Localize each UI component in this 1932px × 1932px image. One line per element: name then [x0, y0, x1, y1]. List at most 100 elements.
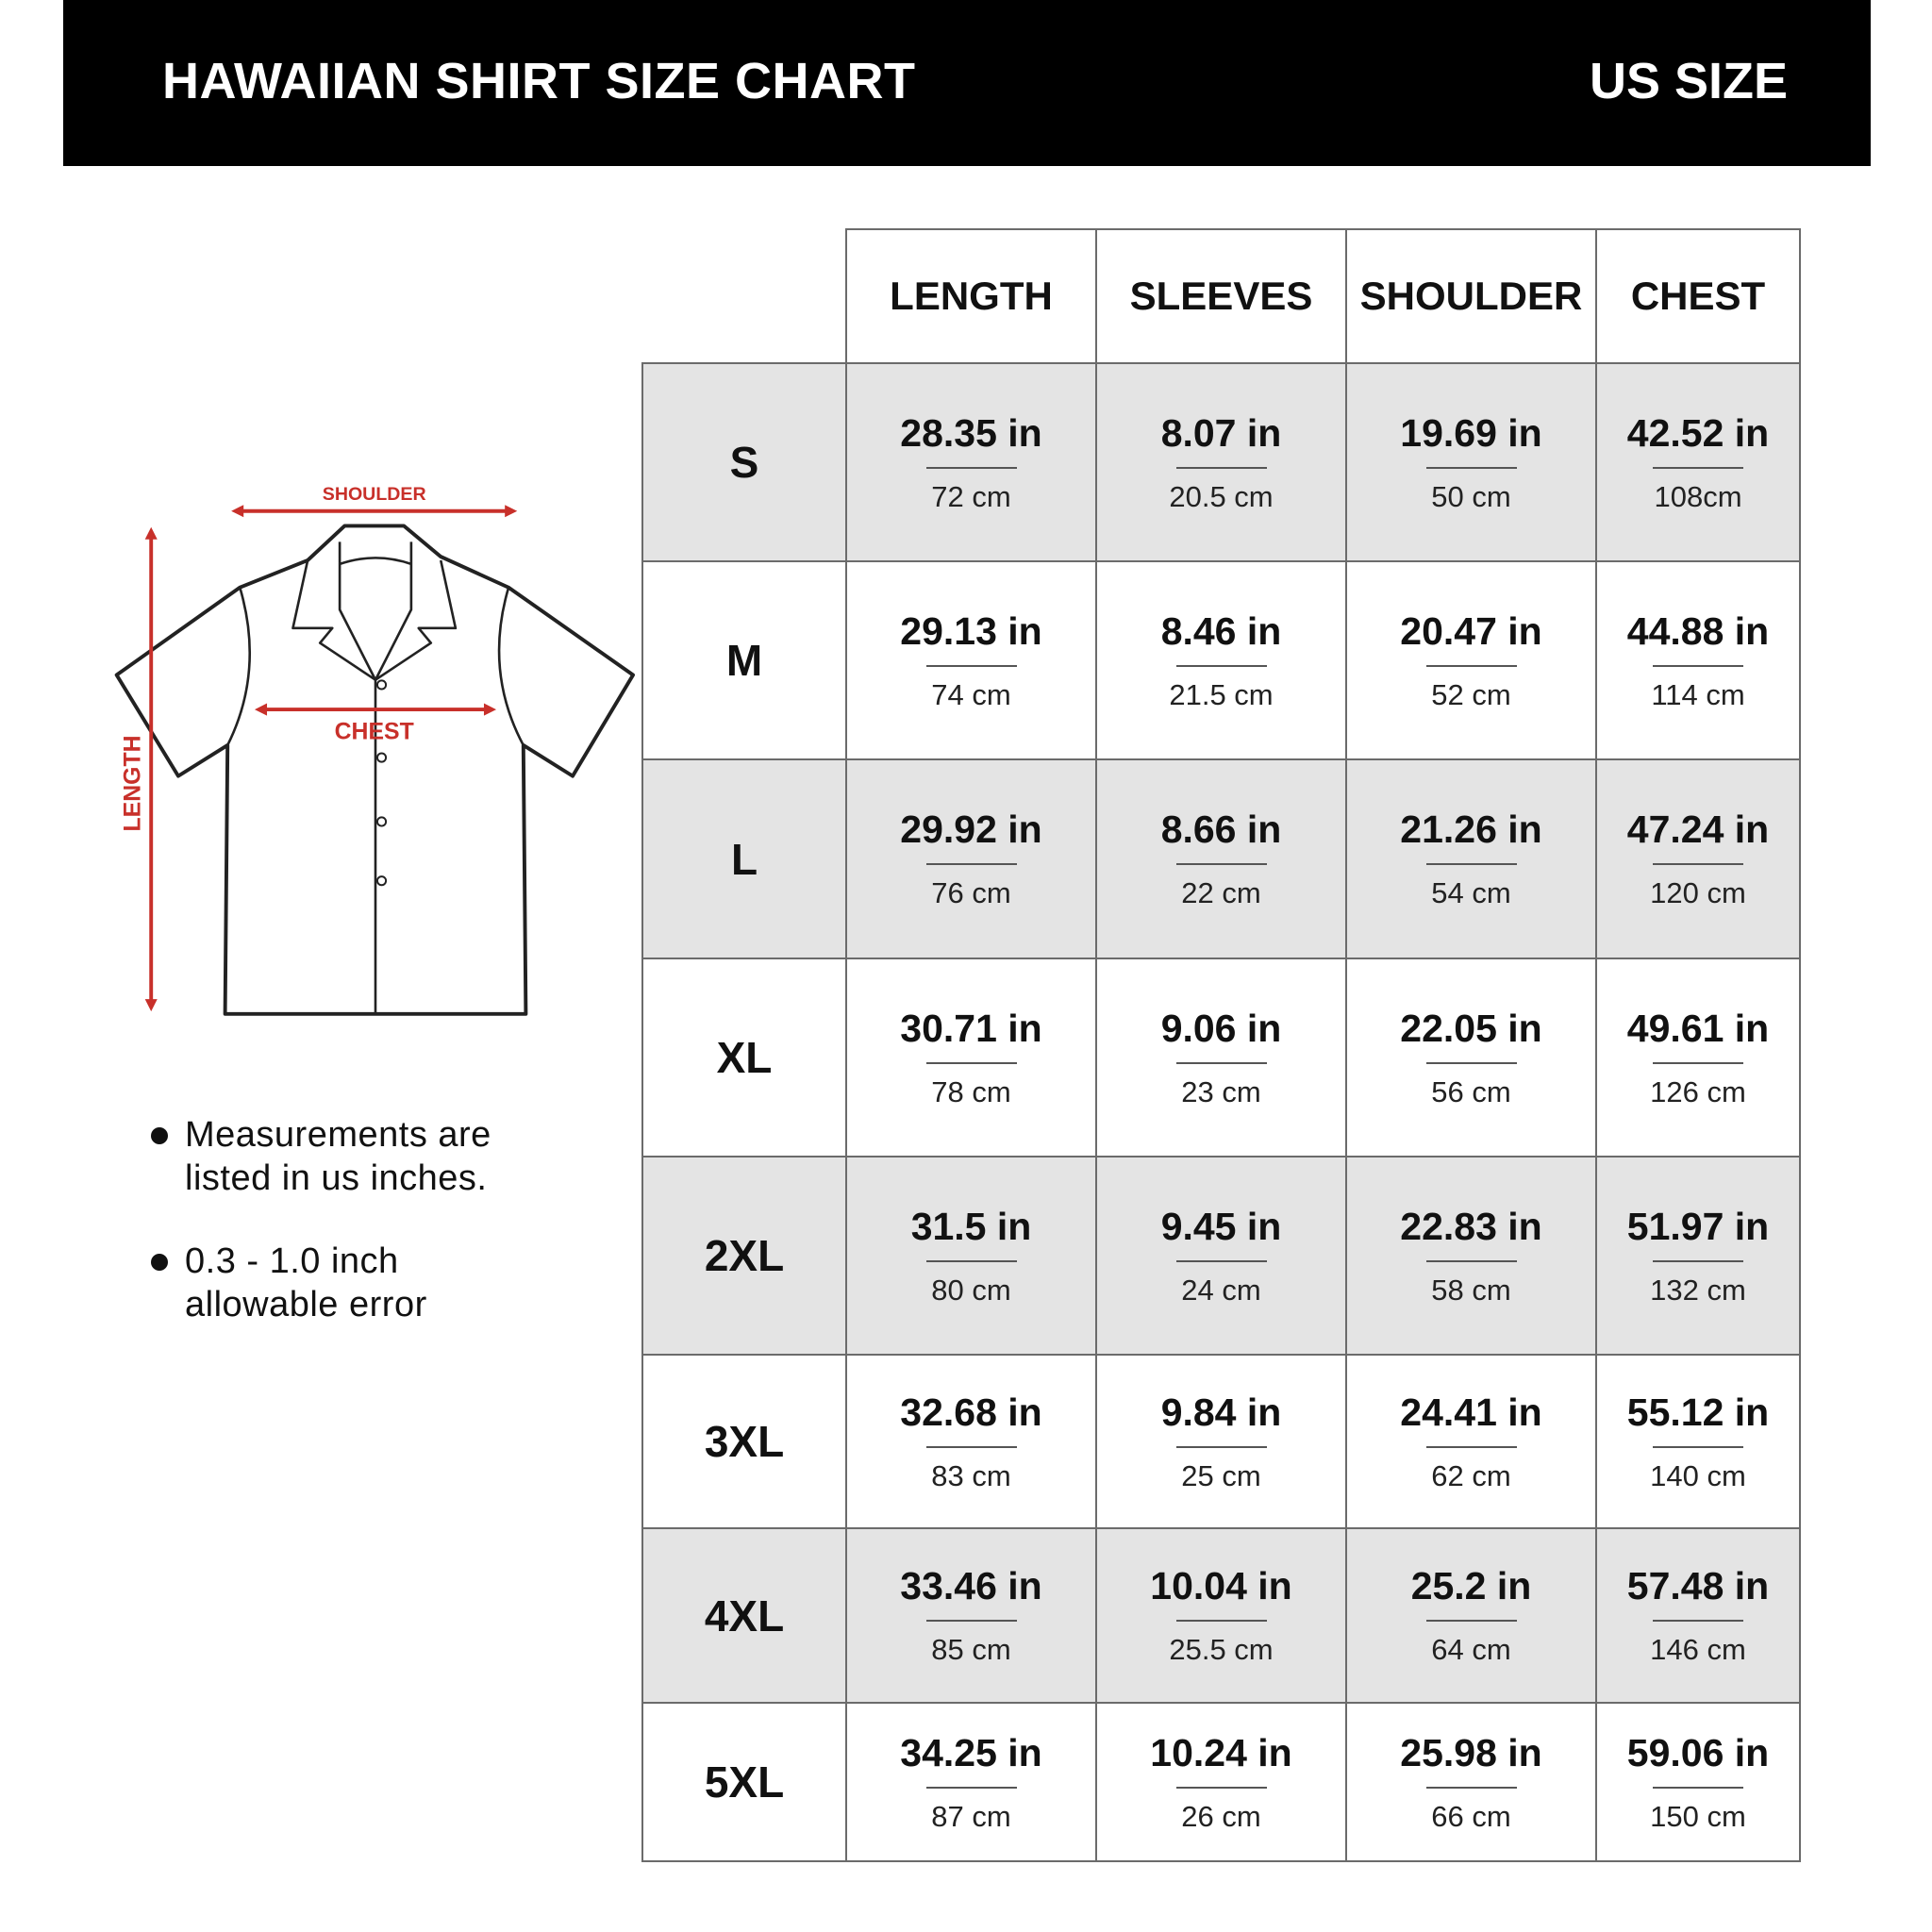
cm-value: 87 cm: [931, 1799, 1011, 1833]
cm-value: 83 cm: [931, 1458, 1011, 1492]
divider: [1425, 1445, 1517, 1448]
inch-value: 59.06 in: [1626, 1730, 1770, 1774]
table-row: 3XL 32.68 in 83 cm 9.84 in 25 cm 24.41 i…: [641, 1354, 1801, 1529]
divider: [925, 1061, 1017, 1064]
inch-value: 8.66 in: [1160, 808, 1282, 851]
cm-value: 58 cm: [1431, 1273, 1511, 1307]
measurement-cell: 22.05 in 56 cm: [1345, 958, 1597, 1158]
column-header-length: LENGTH: [845, 228, 1097, 364]
measurement-cell: 29.13 in 74 cm: [845, 560, 1097, 760]
divider: [1175, 1620, 1267, 1622]
inch-value: 25.98 in: [1400, 1730, 1542, 1774]
table-row: 5XL 34.25 in 87 cm 10.24 in 26 cm 25.98 …: [641, 1702, 1801, 1862]
cm-value: 80 cm: [931, 1273, 1011, 1307]
measurement-cell: 57.48 in 146 cm: [1595, 1527, 1801, 1704]
measurement-cell: 29.92 in 76 cm: [845, 758, 1097, 959]
cm-value: 52 cm: [1431, 677, 1511, 711]
measurement-cell: 9.45 in 24 cm: [1095, 1156, 1347, 1356]
inch-value: 9.06 in: [1160, 1006, 1282, 1050]
size-cell: 2XL: [641, 1156, 847, 1356]
inch-value: 9.84 in: [1160, 1390, 1282, 1434]
inch-value: 29.92 in: [900, 808, 1042, 851]
shirt-diagram: SHOULDER CHEST LENGTH: [114, 484, 636, 1016]
shirt-outline: [114, 524, 636, 1016]
cm-value: 56 cm: [1431, 1074, 1511, 1108]
table-row: L 29.92 in 76 cm 8.66 in 22 cm 21.26 in …: [641, 758, 1801, 959]
measurement-cell: 55.12 in 140 cm: [1595, 1354, 1801, 1529]
table-row: S 28.35 in 72 cm 8.07 in 20.5 cm 19.69 i…: [641, 362, 1801, 562]
inch-value: 29.13 in: [900, 608, 1042, 653]
divider: [1175, 1786, 1267, 1789]
measurement-cell: 8.46 in 21.5 cm: [1095, 560, 1347, 760]
inch-value: 20.47 in: [1400, 608, 1542, 653]
table-row: XL 30.71 in 78 cm 9.06 in 23 cm 22.05 in…: [641, 958, 1801, 1158]
size-cell: M: [641, 560, 847, 760]
divider: [925, 1620, 1017, 1622]
shoulder-label: SHOULDER: [323, 484, 426, 505]
size-region-label: US SIZE: [1589, 53, 1788, 109]
note-text: 0.3 - 1.0 inch: [185, 1241, 399, 1281]
length-label: LENGTH: [120, 735, 145, 831]
measurement-cell: 9.06 in 23 cm: [1095, 958, 1347, 1158]
measurement-cell: 10.24 in 26 cm: [1095, 1702, 1347, 1862]
cm-value: 22 cm: [1181, 876, 1261, 909]
measurement-cell: 30.71 in 78 cm: [845, 958, 1097, 1158]
page-title: HAWAIIAN SHIRT SIZE CHART: [162, 53, 916, 109]
measurement-cell: 34.25 in 87 cm: [845, 1702, 1097, 1862]
inch-value: 33.46 in: [900, 1564, 1042, 1607]
cm-value: 140 cm: [1650, 1458, 1746, 1492]
measurement-cell: 32.68 in 83 cm: [845, 1354, 1097, 1529]
cm-value: 108cm: [1654, 479, 1742, 513]
cm-value: 146 cm: [1650, 1633, 1746, 1666]
size-cell: XL: [641, 958, 847, 1158]
divider: [1425, 1259, 1517, 1262]
measurement-cell: 24.41 in 62 cm: [1345, 1354, 1597, 1529]
inch-value: 57.48 in: [1626, 1564, 1770, 1607]
cm-value: 78 cm: [931, 1074, 1011, 1108]
divider: [1653, 1786, 1743, 1789]
cm-value: 85 cm: [931, 1633, 1011, 1666]
table-row: 2XL 31.5 in 80 cm 9.45 in 24 cm 22.83 in…: [641, 1156, 1801, 1356]
measurement-cell: 8.07 in 20.5 cm: [1095, 362, 1347, 562]
divider: [1175, 1445, 1267, 1448]
note-text: allowable error: [185, 1285, 427, 1324]
size-cell: S: [641, 362, 847, 562]
note-text: Measurements are: [185, 1115, 491, 1155]
divider: [1425, 1620, 1517, 1622]
inch-value: 44.88 in: [1626, 608, 1770, 653]
divider: [925, 466, 1017, 469]
divider: [925, 1445, 1017, 1448]
cm-value: 25 cm: [1181, 1458, 1261, 1492]
size-cell: 3XL: [641, 1354, 847, 1529]
divider: [1425, 1786, 1517, 1789]
inch-value: 28.35 in: [900, 410, 1042, 455]
inch-value: 31.5 in: [910, 1204, 1032, 1248]
table-row: M 29.13 in 74 cm 8.46 in 21.5 cm 20.47 i…: [641, 560, 1801, 760]
inch-value: 10.04 in: [1150, 1564, 1292, 1607]
cm-value: 66 cm: [1431, 1799, 1511, 1833]
column-header-shoulder: SHOULDER: [1345, 228, 1597, 364]
inch-value: 51.97 in: [1626, 1204, 1770, 1248]
measurement-cell: 21.26 in 54 cm: [1345, 758, 1597, 959]
cm-value: 120 cm: [1650, 876, 1746, 909]
cm-value: 24 cm: [1181, 1273, 1261, 1307]
cm-value: 114 cm: [1651, 677, 1745, 711]
inch-value: 32.68 in: [900, 1390, 1042, 1434]
cm-value: 72 cm: [931, 479, 1011, 513]
measurement-cell: 44.88 in 114 cm: [1595, 560, 1801, 760]
divider: [1653, 664, 1743, 667]
inch-value: 49.61 in: [1626, 1006, 1770, 1050]
bullet-icon: [151, 1254, 168, 1271]
inch-value: 34.25 in: [900, 1730, 1042, 1774]
header-bar: HAWAIIAN SHIRT SIZE CHART US SIZE: [63, 0, 1871, 166]
divider: [925, 863, 1017, 865]
divider: [1425, 1061, 1517, 1064]
divider: [1653, 1061, 1743, 1064]
size-cell: 5XL: [641, 1702, 847, 1862]
divider: [1653, 1259, 1743, 1262]
cm-value: 150 cm: [1650, 1799, 1746, 1833]
inch-value: 9.45 in: [1160, 1204, 1282, 1248]
inch-value: 8.46 in: [1160, 608, 1282, 653]
inch-value: 25.2 in: [1410, 1564, 1532, 1607]
divider: [1425, 863, 1517, 865]
